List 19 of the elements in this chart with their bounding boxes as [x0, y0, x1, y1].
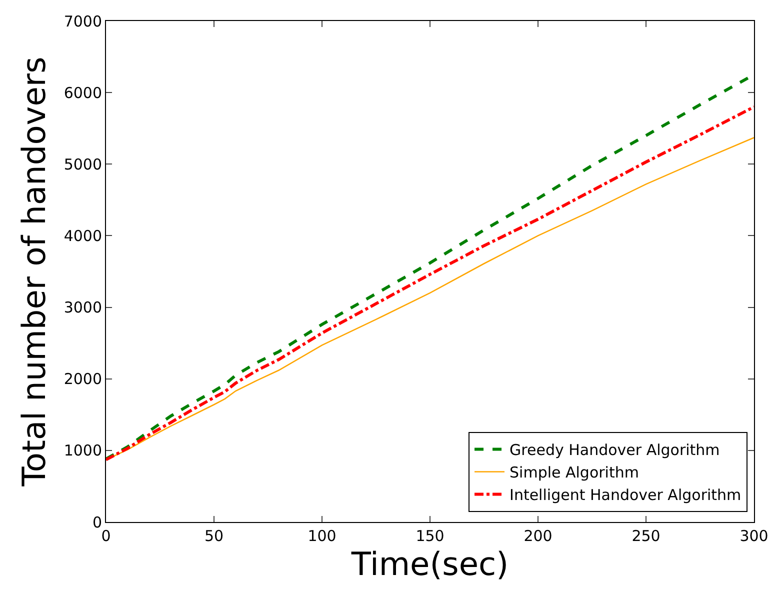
x-tick-label: 250 — [632, 527, 660, 545]
y-tick-label: 2000 — [64, 370, 102, 388]
legend-label: Greedy Handover Algorithm — [510, 441, 720, 460]
x-tick-label: 100 — [308, 527, 336, 545]
x-tick-label: 300 — [740, 527, 768, 545]
x-axis-title: Time(sec) — [350, 545, 509, 583]
y-tick-label: 3000 — [64, 298, 102, 317]
y-tick-label: 0 — [92, 513, 102, 532]
legend-label: Intelligent Handover Algorithm — [510, 486, 742, 504]
y-tick-label: 6000 — [64, 84, 102, 102]
y-tick-label: 4000 — [64, 226, 102, 245]
y-tick-label: 7000 — [64, 12, 102, 30]
y-axis-title: Total number of handovers — [15, 56, 54, 488]
x-tick-label: 150 — [416, 527, 444, 545]
x-tick-label: 50 — [204, 527, 224, 545]
x-tick-label: 200 — [524, 527, 552, 545]
y-tick-label: 1000 — [64, 442, 102, 460]
legend-label: Simple Algorithm — [510, 464, 639, 482]
y-tick-label: 5000 — [64, 155, 102, 174]
